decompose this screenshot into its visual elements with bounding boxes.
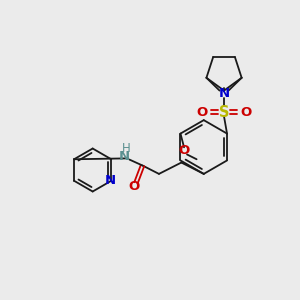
Text: N: N bbox=[118, 150, 130, 163]
Text: H: H bbox=[122, 142, 131, 155]
Text: N: N bbox=[105, 174, 116, 187]
Text: O: O bbox=[241, 106, 252, 118]
Text: N: N bbox=[218, 87, 230, 100]
Text: O: O bbox=[196, 106, 207, 118]
Text: O: O bbox=[128, 180, 139, 193]
Text: S: S bbox=[219, 105, 229, 120]
Text: O: O bbox=[178, 144, 190, 158]
